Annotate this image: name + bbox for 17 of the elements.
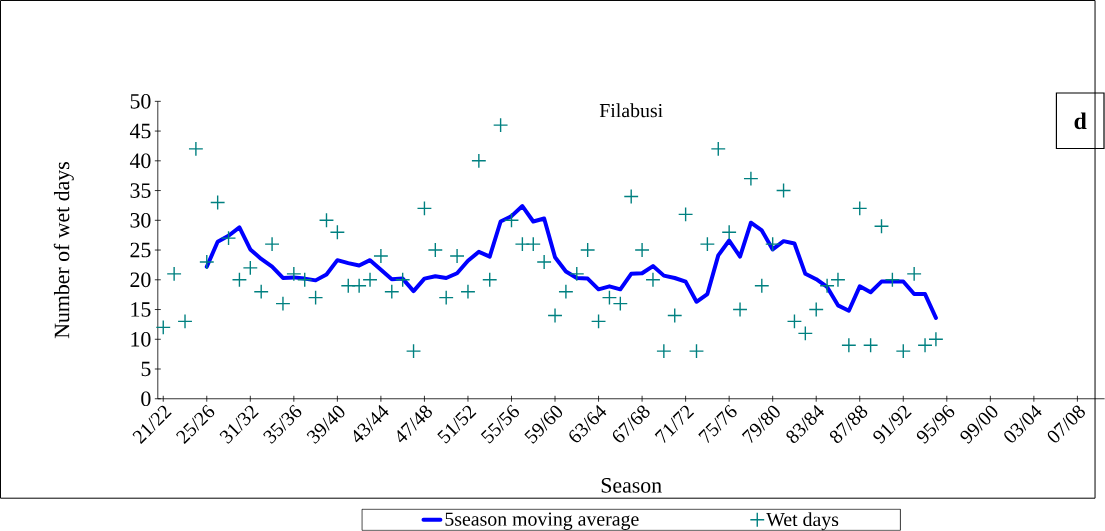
- chart-title: Filabusi: [599, 103, 663, 118]
- y-axis-title: Number of wet days: [53, 162, 74, 339]
- y-tick-label: 20: [130, 272, 151, 288]
- y-tick-label: 40: [129, 153, 151, 169]
- legend-label: Wet days: [766, 512, 839, 531]
- y-tick-label: 0: [141, 391, 151, 407]
- x-axis-title: Season: [601, 478, 662, 493]
- y-tick-label: 15: [131, 302, 151, 317]
- y-tick-label: 5: [141, 361, 151, 377]
- y-tick-label: 35: [130, 183, 151, 198]
- y-tick-label: 50: [130, 94, 151, 109]
- y-tick-label: 45: [129, 123, 151, 139]
- legend-label: 5season moving average: [445, 512, 639, 530]
- y-tick-label: 25: [130, 242, 151, 258]
- y-tick-label: 10: [131, 332, 151, 347]
- y-tick-label: 30: [130, 213, 151, 228]
- annotation: d: [1074, 112, 1087, 130]
